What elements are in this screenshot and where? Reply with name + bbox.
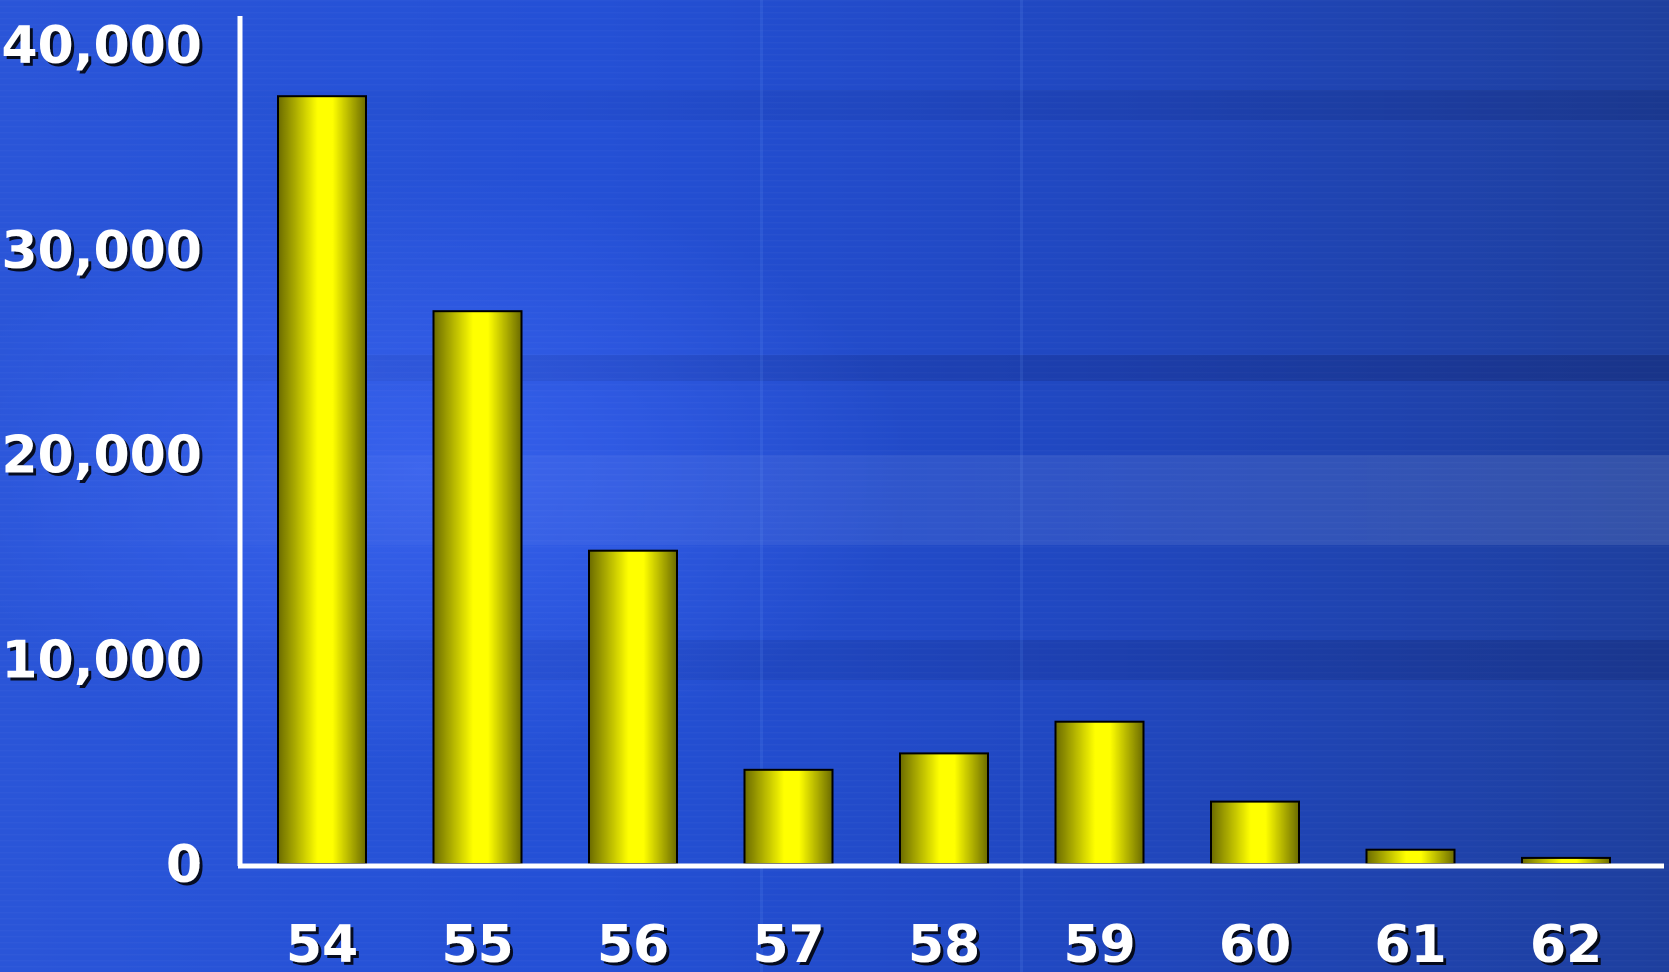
x-tick-label: 62: [1530, 915, 1602, 972]
bar-54: [277, 95, 367, 865]
x-tick-label: 61: [1374, 915, 1446, 972]
x-tick-label: 54: [286, 915, 358, 972]
x-tick-label: 55: [441, 915, 513, 972]
bar-59: [1054, 720, 1145, 866]
x-tick-label: 56: [597, 915, 669, 972]
y-tick-label: 10,000: [1, 630, 202, 690]
y-tick-labels: 0 10,000 20,000 30,000 40,000: [1, 16, 202, 895]
bar-57: [743, 768, 834, 865]
background-line: [760, 0, 763, 972]
axes: [237, 16, 1664, 869]
x-tick-label: 58: [908, 915, 980, 972]
x-tick-label: 59: [1063, 915, 1135, 972]
x-tick-label: 60: [1219, 915, 1291, 972]
background-line: [1020, 0, 1023, 972]
bar-60: [1210, 800, 1300, 865]
bar-62: [1521, 856, 1611, 866]
y-tick-label: 40,000: [1, 16, 202, 76]
x-tick-labels: 54 55 56 57 58 59 60 61 62: [286, 915, 1602, 972]
bar-series: [277, 95, 1611, 866]
bar-56: [588, 549, 678, 865]
bar-58: [899, 752, 989, 866]
y-tick-label: 20,000: [1, 426, 202, 486]
y-tick-label: 0: [166, 835, 202, 895]
y-tick-label: 30,000: [1, 221, 202, 281]
x-tick-label: 57: [752, 915, 824, 972]
bar-55: [432, 310, 523, 865]
bar-61: [1365, 848, 1456, 866]
